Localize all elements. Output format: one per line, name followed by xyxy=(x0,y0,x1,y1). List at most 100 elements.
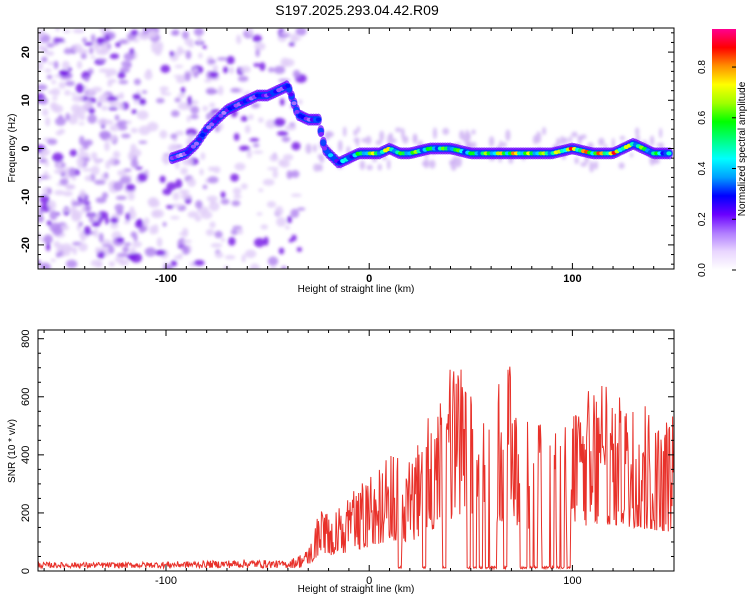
noise-blob xyxy=(55,253,62,257)
noise-blob xyxy=(147,30,157,38)
noise-blob xyxy=(76,60,83,69)
noise-blob xyxy=(571,131,578,138)
noise-blob xyxy=(41,56,48,63)
noise-blob xyxy=(568,135,573,144)
noise-blob xyxy=(240,183,248,190)
noise-blob xyxy=(455,156,462,168)
y-tick-label: -10 xyxy=(20,189,32,205)
noise-blob xyxy=(139,98,146,103)
noise-blob xyxy=(132,93,141,101)
noise-blob xyxy=(279,31,291,36)
noise-blob xyxy=(255,48,260,58)
noise-blob xyxy=(342,126,347,137)
noise-blob xyxy=(209,102,216,108)
noise-blob xyxy=(290,193,302,197)
noise-blob xyxy=(459,130,465,140)
noise-blob xyxy=(317,153,324,160)
noise-blob xyxy=(154,51,162,56)
noise-blob xyxy=(104,172,109,179)
noise-blob xyxy=(56,162,62,168)
noise-blob xyxy=(77,160,84,169)
snr-y-axis: 0 200 400 600 800 xyxy=(20,330,674,574)
noise-blob xyxy=(61,243,73,254)
noise-blob xyxy=(106,43,112,50)
noise-blob xyxy=(93,228,99,238)
noise-blob xyxy=(275,205,284,216)
noise-blob xyxy=(230,228,238,236)
noise-blob xyxy=(38,29,46,37)
noise-blob xyxy=(253,63,261,67)
y-tick-label: -20 xyxy=(20,237,32,253)
noise-blob xyxy=(71,200,83,207)
noise-blob xyxy=(79,146,85,153)
noise-blob xyxy=(180,245,189,251)
noise-blob xyxy=(45,51,55,56)
noise-blob xyxy=(100,47,110,54)
noise-blob xyxy=(292,69,301,79)
noise-blob xyxy=(161,92,172,96)
colorbar-tick-label: 0.2 xyxy=(697,212,708,226)
noise-blob xyxy=(291,141,301,151)
noise-blob xyxy=(267,256,279,266)
noise-blob xyxy=(234,162,246,171)
noise-blob xyxy=(138,140,148,144)
noise-blob xyxy=(379,130,385,142)
noise-blob xyxy=(216,57,228,61)
noise-blob xyxy=(223,265,229,269)
noise-blob xyxy=(90,259,103,267)
noise-blob xyxy=(202,45,207,49)
noise-blob xyxy=(109,124,120,132)
noise-blob xyxy=(421,161,428,166)
noise-blob xyxy=(212,64,219,72)
noise-blob xyxy=(54,168,66,175)
noise-blob xyxy=(58,128,65,134)
noise-blob xyxy=(488,136,495,147)
noise-blob xyxy=(133,78,141,86)
noise-blob xyxy=(160,64,171,73)
noise-blob xyxy=(104,141,110,152)
noise-blob xyxy=(208,201,220,212)
noise-blob xyxy=(286,215,293,224)
noise-blob xyxy=(366,164,373,171)
noise-blob xyxy=(252,34,262,43)
noise-blob xyxy=(159,175,166,183)
noise-blob xyxy=(108,245,115,254)
noise-blob xyxy=(53,60,59,70)
noise-blob xyxy=(59,178,69,186)
noise-blob xyxy=(499,140,503,148)
noise-blob xyxy=(69,149,78,157)
noise-blob xyxy=(83,201,91,205)
noise-blob xyxy=(281,136,291,143)
noise-blob xyxy=(46,74,53,80)
noise-blob xyxy=(429,159,436,169)
noise-blob xyxy=(193,71,199,78)
noise-blob xyxy=(400,128,405,139)
noise-blob xyxy=(173,255,183,260)
noise-blob xyxy=(53,38,65,43)
noise-blob xyxy=(116,252,129,258)
noise-blob xyxy=(356,125,361,133)
noise-blob xyxy=(85,204,91,212)
noise-blob xyxy=(61,60,70,71)
noise-blob xyxy=(46,42,55,48)
noise-blob xyxy=(110,222,119,229)
noise-blob xyxy=(269,154,279,162)
ridge-core xyxy=(187,147,193,152)
noise-blob xyxy=(47,138,58,145)
noise-blob xyxy=(187,211,199,219)
noise-blob xyxy=(71,176,77,181)
noise-blob xyxy=(117,169,127,177)
noise-blob xyxy=(45,242,51,252)
spectrogram-x-label: Height of straight line (km) xyxy=(298,284,415,295)
noise-blob xyxy=(38,61,44,71)
noise-blob xyxy=(105,160,111,170)
noise-blob xyxy=(53,106,60,112)
ridge-core xyxy=(288,92,294,97)
ridge-mid xyxy=(320,139,327,147)
noise-blob xyxy=(232,187,242,195)
noise-blob xyxy=(138,35,150,40)
noise-blob xyxy=(41,108,49,117)
noise-blob xyxy=(450,159,457,171)
noise-blob xyxy=(131,109,138,114)
noise-blob xyxy=(560,135,564,146)
